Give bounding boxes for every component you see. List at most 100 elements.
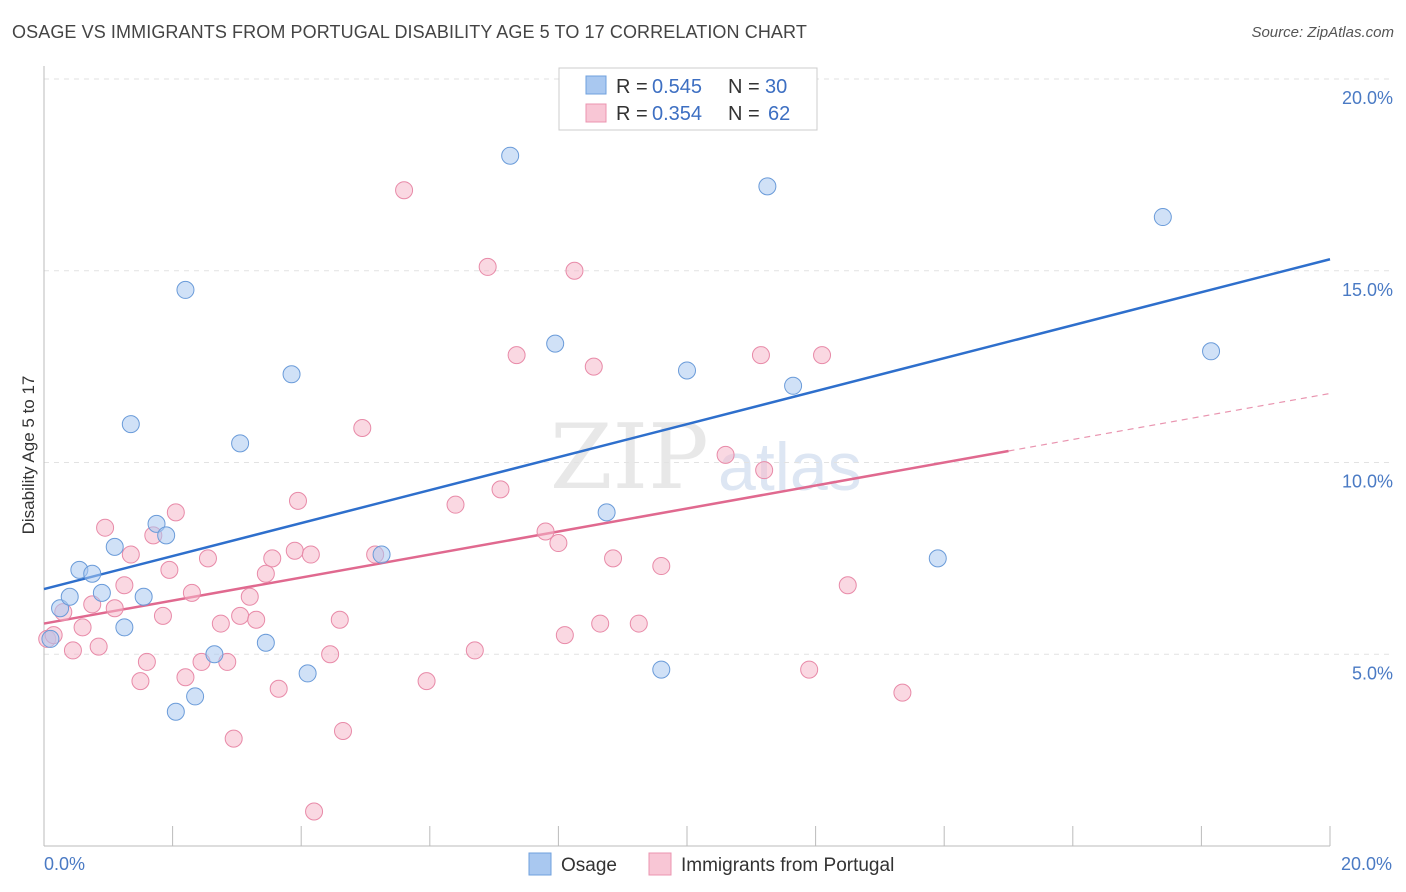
- point-portugal-40: [417, 672, 436, 691]
- point-portugal-5: [83, 595, 102, 614]
- point-portugal-58: [800, 660, 819, 679]
- point-portugal-29: [269, 679, 288, 698]
- point-portugal-4: [73, 618, 92, 637]
- point-portugal-54: [652, 557, 671, 576]
- point-portugal-47: [549, 534, 568, 553]
- point-portugal-18: [182, 583, 201, 602]
- point-portugal-17: [176, 668, 195, 687]
- point-portugal-39: [395, 181, 414, 200]
- y-tick-label-3: 20.0%: [1342, 88, 1393, 108]
- data-points: [38, 146, 1221, 821]
- point-portugal-31: [288, 491, 307, 510]
- point-portugal-21: [211, 614, 230, 633]
- point-portugal-33: [305, 802, 324, 821]
- point-portugal-6: [89, 637, 108, 656]
- point-portugal-14: [153, 606, 172, 625]
- point-osage-4: [83, 564, 102, 583]
- trendlines: [43, 258, 1331, 625]
- point-osage-18: [282, 365, 301, 384]
- y-tick-label-2: 15.0%: [1342, 280, 1393, 300]
- legend-r-value-osage: 0.545: [652, 76, 702, 98]
- point-osage-15: [205, 645, 224, 664]
- point-osage-21: [501, 146, 520, 165]
- point-portugal-3: [63, 641, 82, 660]
- watermark-zip: ZIP: [550, 405, 709, 510]
- point-osage-28: [928, 549, 947, 568]
- point-osage-13: [176, 280, 195, 299]
- point-osage-20: [372, 545, 391, 564]
- x-tick-label-min: 0.0%: [44, 854, 85, 874]
- y-tick-labels: 5.0% 10.0% 15.0% 20.0%: [1342, 88, 1393, 683]
- point-portugal-27: [256, 564, 275, 583]
- point-osage-12: [166, 702, 185, 721]
- point-osage-6: [105, 537, 124, 556]
- point-osage-9: [134, 587, 153, 606]
- point-portugal-50: [584, 357, 603, 376]
- point-osage-30: [1202, 342, 1221, 361]
- point-portugal-34: [321, 645, 340, 664]
- trendline-osage: [43, 258, 1331, 591]
- point-osage-24: [652, 660, 671, 679]
- point-portugal-48: [555, 626, 574, 645]
- point-osage-10: [147, 514, 166, 533]
- point-portugal-37: [353, 418, 372, 437]
- point-osage-2: [60, 587, 79, 606]
- point-portugal-53: [629, 614, 648, 633]
- legend-swatch-portugal: [585, 103, 607, 123]
- point-portugal-36: [333, 721, 352, 740]
- x-tick-label-max: 20.0%: [1341, 854, 1392, 874]
- point-portugal-57: [755, 461, 774, 480]
- point-portugal-11: [131, 672, 150, 691]
- point-portugal-28: [263, 549, 282, 568]
- chart-title: OSAGE VS IMMIGRANTS FROM PORTUGAL DISABI…: [12, 22, 807, 42]
- trendline-portugal-extension: [1008, 392, 1331, 452]
- legend-r-value-portugal: 0.354: [652, 103, 702, 125]
- gridlines: [44, 78, 1394, 655]
- legend-n-value-portugal: 62: [768, 103, 790, 125]
- legend-swatch-osage: [585, 75, 607, 95]
- point-portugal-16: [166, 503, 185, 522]
- point-portugal-45: [507, 346, 526, 365]
- point-portugal-56: [751, 346, 770, 365]
- point-portugal-30: [285, 541, 304, 560]
- y-tick-label-0: 5.0%: [1352, 663, 1393, 683]
- point-portugal-59: [813, 346, 832, 365]
- point-portugal-51: [591, 614, 610, 633]
- trendline-portugal: [43, 449, 1009, 625]
- y-tick-label-1: 10.0%: [1342, 472, 1393, 492]
- bottom-legend-label-portugal: Immigrants from Portugal: [681, 855, 894, 876]
- point-osage-22: [546, 334, 565, 353]
- point-portugal-61: [893, 683, 912, 702]
- point-portugal-49: [565, 261, 584, 280]
- point-portugal-26: [247, 610, 266, 629]
- legend-r-label-osage: R =: [616, 76, 648, 98]
- point-osage-25: [678, 361, 696, 380]
- point-osage-1: [51, 599, 70, 618]
- axes: [43, 66, 1331, 847]
- point-portugal-41: [446, 495, 465, 514]
- point-osage-19: [298, 664, 317, 683]
- point-osage-8: [121, 415, 140, 434]
- point-portugal-44: [491, 480, 510, 499]
- series-legend: Osage Immigrants from Portugal: [528, 852, 894, 876]
- point-portugal-60: [838, 576, 857, 595]
- point-portugal-52: [604, 549, 623, 568]
- point-osage-27: [784, 376, 803, 395]
- bottom-legend-label-osage: Osage: [561, 855, 617, 876]
- y-axis-label: Disability Age 5 to 17: [19, 376, 38, 535]
- point-portugal-43: [478, 257, 497, 276]
- point-portugal-25: [240, 587, 259, 606]
- point-portugal-24: [231, 606, 250, 625]
- legend-n-value-osage: 30: [765, 76, 787, 98]
- point-osage-16: [231, 434, 250, 453]
- legend-n-label-osage: N =: [728, 76, 760, 98]
- point-portugal-10: [121, 545, 140, 564]
- point-portugal-32: [301, 545, 320, 564]
- legend-r-label-portugal: R =: [616, 103, 648, 125]
- point-portugal-46: [536, 522, 555, 541]
- point-portugal-55: [716, 445, 735, 464]
- point-osage-17: [256, 633, 275, 652]
- point-portugal-35: [330, 610, 349, 629]
- point-portugal-20: [198, 549, 217, 568]
